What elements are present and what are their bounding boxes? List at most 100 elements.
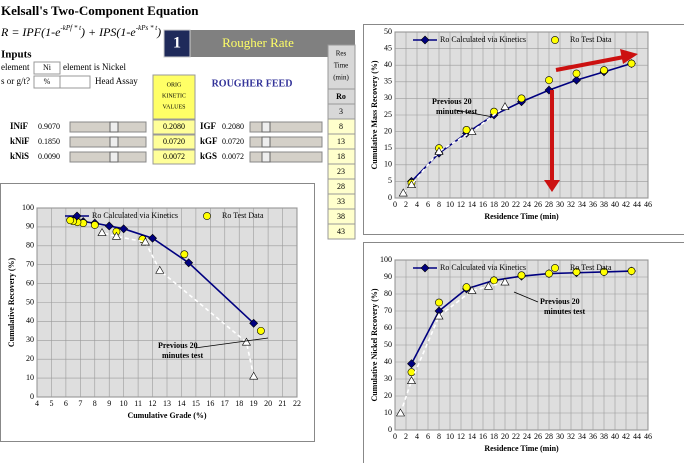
- x-tick-label: 30: [556, 432, 564, 441]
- legend-marker: [551, 264, 558, 271]
- x-tick-label: 6: [426, 200, 430, 209]
- orig-value: 0.0072: [163, 152, 185, 161]
- slider[interactable]: [70, 122, 146, 132]
- x-tick-label: 36: [589, 200, 597, 209]
- x-tick-label: 2: [404, 432, 408, 441]
- y-tick-label: 70: [384, 306, 392, 315]
- marker: [181, 251, 188, 258]
- x-tick-label: 24: [523, 200, 531, 209]
- y-tick-label: 100: [22, 203, 34, 212]
- x-tick-label: 5: [49, 399, 53, 408]
- cell-text: Ni: [43, 63, 52, 72]
- formula-part: ): [156, 25, 161, 39]
- x-tick-label: 38: [600, 200, 608, 209]
- slider[interactable]: [250, 122, 322, 132]
- y-axis-label: Cumulative Recovery (%): [7, 258, 16, 348]
- orig-value: 0.0720: [163, 137, 185, 146]
- marker: [435, 299, 442, 306]
- legend-label: Ro Test Data: [570, 263, 612, 272]
- x-tick-label: 9: [107, 399, 111, 408]
- x-axis-label: Cumulative Grade (%): [127, 411, 206, 420]
- param-value: 0.0072: [222, 152, 244, 161]
- x-tick-label: 18: [490, 200, 498, 209]
- header-text: Time: [334, 62, 349, 70]
- cell[interactable]: [60, 76, 90, 88]
- x-tick-label: 12: [457, 200, 465, 209]
- step: 1: [173, 35, 181, 52]
- legend-label: Ro Calculated via Kinetics: [92, 211, 178, 220]
- label: s or g/t?: [1, 76, 30, 86]
- x-tick-label: 16: [479, 200, 487, 209]
- formula-exp: -kPf * t: [60, 24, 82, 32]
- x-tick-label: 10: [120, 399, 128, 408]
- x-tick-label: 42: [622, 200, 630, 209]
- header-text: Res: [336, 50, 347, 58]
- slider-thumb[interactable]: [110, 152, 118, 162]
- slider[interactable]: [70, 152, 146, 162]
- x-tick-label: 14: [468, 200, 476, 209]
- marker: [490, 277, 497, 284]
- res-time: 38: [337, 212, 345, 221]
- marker: [408, 369, 415, 376]
- slider[interactable]: [250, 137, 322, 147]
- res-time: 3: [339, 107, 343, 116]
- y-axis-label: Cumulative Mass Recovery (%): [370, 60, 379, 169]
- slider-thumb[interactable]: [262, 122, 270, 132]
- banner-text: Rougher Rate: [222, 35, 294, 50]
- annotation: Previous 20: [158, 341, 198, 350]
- legend-label: Ro Calculated via Kinetics: [440, 263, 526, 272]
- x-tick-label: 32: [567, 200, 575, 209]
- slider-thumb[interactable]: [110, 137, 118, 147]
- x-tick-label: 42: [622, 432, 630, 441]
- param-label: INiF: [10, 121, 29, 131]
- marker: [91, 221, 98, 228]
- x-tick-label: 34: [578, 432, 586, 441]
- slider-thumb[interactable]: [110, 122, 118, 132]
- x-tick-label: 32: [567, 432, 575, 441]
- y-tick-label: 50: [384, 27, 392, 36]
- marker: [573, 70, 580, 77]
- x-tick-label: 28: [545, 432, 553, 441]
- legend-marker: [551, 36, 558, 43]
- res-time: 8: [339, 122, 343, 131]
- y-tick-label: 15: [384, 143, 392, 152]
- y-tick-label: 40: [26, 316, 34, 325]
- y-tick-label: 20: [384, 391, 392, 400]
- legend-label: Ro Calculated via Kinetics: [440, 35, 526, 44]
- annotation: Previous 20: [432, 97, 472, 106]
- slider[interactable]: [250, 152, 322, 162]
- x-tick-label: 0: [393, 432, 397, 441]
- label: Head Assay: [95, 76, 138, 86]
- x-tick-label: 11: [134, 399, 142, 408]
- y-tick-label: 30: [26, 335, 34, 344]
- marker: [518, 95, 525, 102]
- y-tick-label: 60: [384, 323, 392, 332]
- formula-exp: -kPs * t: [136, 24, 158, 32]
- y-tick-label: 80: [384, 289, 392, 298]
- x-tick-label: 16: [206, 399, 214, 408]
- marker: [545, 77, 552, 84]
- slider-thumb[interactable]: [262, 137, 270, 147]
- x-tick-label: 8: [93, 399, 97, 408]
- x-tick-label: 26: [534, 200, 542, 209]
- x-tick-label: 12: [149, 399, 157, 408]
- x-tick-label: 38: [600, 432, 608, 441]
- slider-thumb[interactable]: [262, 152, 270, 162]
- res-time: 33: [337, 197, 345, 206]
- header-text: (min): [333, 74, 349, 82]
- y-tick-label: 20: [384, 126, 392, 135]
- slider[interactable]: [70, 137, 146, 147]
- res-time: 23: [337, 167, 345, 176]
- res-time: 28: [337, 182, 345, 191]
- param-value: 0.2080: [222, 122, 244, 131]
- res-time: 43: [337, 227, 345, 236]
- x-tick-label: 46: [644, 200, 652, 209]
- x-tick-label: 14: [468, 432, 476, 441]
- annotation: minutes test: [544, 307, 585, 316]
- x-tick-label: 20: [501, 432, 509, 441]
- x-tick-label: 13: [163, 399, 171, 408]
- res-time: 13: [337, 137, 345, 146]
- marker: [463, 284, 470, 291]
- y-tick-label: 25: [384, 110, 392, 119]
